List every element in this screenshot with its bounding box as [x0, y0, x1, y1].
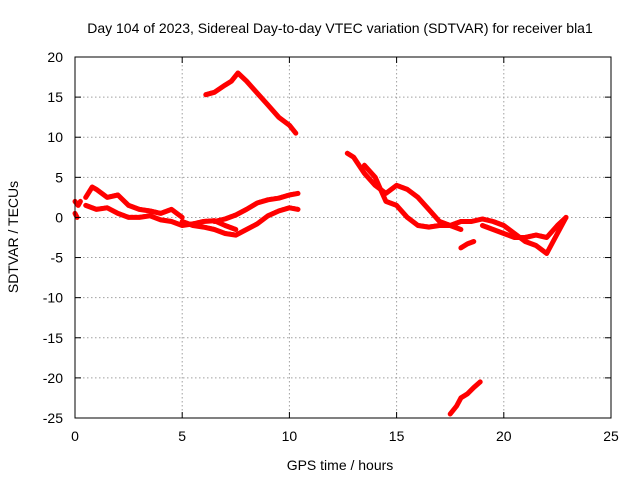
- chart-title: Day 104 of 2023, Sidereal Day-to-day VTE…: [87, 20, 593, 36]
- series-arc-midday-lower: [179, 205, 301, 238]
- y-tick-label-3: -10: [43, 290, 63, 306]
- x-tick-label-0: 0: [71, 428, 79, 444]
- y-tick-label-5: 0: [55, 209, 63, 225]
- y-tick-labels: -25 -20 -15 -10 -5 0 5 10 15 20: [43, 49, 63, 426]
- y-tick-label-1: -20: [43, 370, 63, 386]
- x-tick-labels: 0 5 10 15 20 25: [71, 428, 619, 444]
- series-arc-small-dip-texture: [459, 239, 475, 248]
- series-arc-late-branch-texture: [481, 214, 567, 237]
- y-tick-label-6: 5: [55, 169, 63, 185]
- series-arc-low-texture: [449, 379, 482, 414]
- series-arc-morning-lower: [83, 202, 239, 232]
- x-tick-label-3: 15: [389, 428, 405, 444]
- series-arc-morning-upper: [83, 184, 185, 220]
- x-tick-label-1: 5: [178, 428, 186, 444]
- grid: [75, 57, 611, 418]
- x-axis-label: GPS time / hours: [287, 457, 394, 473]
- axis-ticks: [74, 56, 612, 419]
- data-series: [72, 70, 569, 417]
- y-tick-label-4: -5: [51, 250, 64, 266]
- series-arc-early-start-texture: [74, 198, 82, 205]
- y-tick-label-9: 20: [47, 49, 63, 65]
- x-tick-label-5: 25: [603, 428, 619, 444]
- series-arc-early-start: [72, 198, 83, 208]
- series-arc-peak-texture: [204, 70, 297, 133]
- series-arc-midday-upper-texture: [213, 190, 299, 221]
- series-arc-small-dip: [458, 239, 477, 251]
- series-arc-midday-upper: [211, 190, 301, 224]
- plot-frame: [74, 56, 612, 419]
- y-tick-label-7: 10: [47, 129, 63, 145]
- series-arc-low: [447, 379, 483, 417]
- y-tick-label-8: 15: [47, 89, 63, 105]
- y-axis-label: SDTVAR / TECUs: [5, 181, 21, 293]
- x-tick-label-2: 10: [282, 428, 298, 444]
- series-arc-morning-upper-texture: [84, 184, 184, 217]
- y-tick-label-2: -15: [43, 330, 63, 346]
- series-arc-morning-lower-texture: [84, 202, 237, 229]
- x-tick-label-4: 20: [496, 428, 512, 444]
- series-arc-midday-lower-texture: [181, 205, 299, 235]
- y-tick-label-0: -25: [43, 410, 63, 426]
- series-arc-afternoon-branch-texture: [363, 162, 462, 229]
